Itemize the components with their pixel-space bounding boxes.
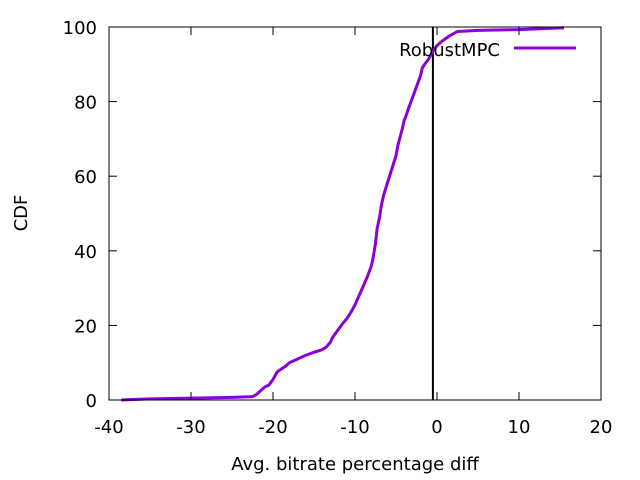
y-tick-label: 100 [63,18,97,39]
y-tick-label: 0 [86,391,97,412]
x-tick-label: 20 [590,417,613,438]
x-tick-label: -20 [258,417,287,438]
x-axis-label: Avg. bitrate percentage diff [231,454,479,475]
y-tick-label: 60 [74,167,97,188]
series-line-0 [121,26,565,402]
axes-layer: -40 -30 -20 -10 0 10 20 0 20 40 60 80 100 [63,18,613,438]
series-layer [121,26,565,402]
x-tick-label: -10 [340,417,369,438]
y-axis-label: CDF [11,195,32,232]
legend: RobustMPC [399,40,576,61]
x-tick-label: -30 [176,417,205,438]
x-tick-label: 0 [431,417,442,438]
x-tick-label: 10 [508,417,531,438]
y-tick-label: 20 [74,316,97,337]
legend-label: RobustMPC [399,40,500,61]
y-tick-label: 80 [74,93,97,114]
x-tick-label: -40 [94,417,123,438]
y-tick-label: 40 [74,242,97,263]
